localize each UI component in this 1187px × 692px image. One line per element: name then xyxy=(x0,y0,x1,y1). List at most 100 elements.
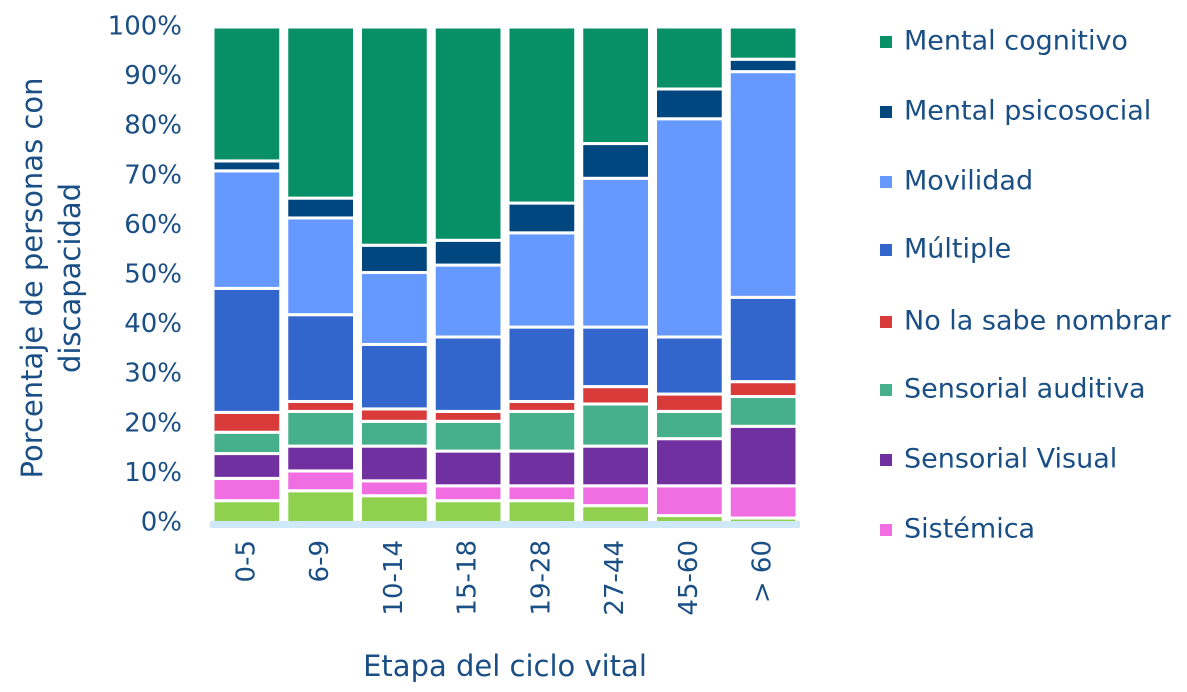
x-tick-label: 27-44 xyxy=(600,540,630,616)
bar-segment xyxy=(285,444,356,473)
bar-segment xyxy=(432,263,504,339)
y-tick-label: 100% xyxy=(108,12,182,42)
x-tick-label: 10-14 xyxy=(379,540,409,616)
bar-segment xyxy=(727,484,799,520)
bar-segment xyxy=(211,286,283,414)
bar-segment xyxy=(654,437,725,488)
x-tick-label: > 60 xyxy=(748,540,778,603)
legend-label: Sistémica xyxy=(904,514,1035,545)
legend-swatch xyxy=(880,384,892,396)
bar-segment xyxy=(580,484,651,508)
y-axis-title: discapacidad xyxy=(53,183,87,373)
x-tick-label: 6-9 xyxy=(305,540,335,582)
bar-segment xyxy=(211,499,283,525)
y-tick-label: 10% xyxy=(124,458,182,488)
y-axis-title: Porcentaje de personas con xyxy=(15,78,49,479)
y-tick-label: 80% xyxy=(124,111,182,141)
x-axis-title: Etapa del ciclo vital xyxy=(363,649,647,683)
bar-segment xyxy=(211,410,283,434)
bar-segment xyxy=(506,201,578,235)
bar-segment xyxy=(654,484,725,518)
bar-segment xyxy=(359,419,430,448)
bar-segment xyxy=(727,70,799,299)
bar-segment xyxy=(359,407,430,423)
bar-segment xyxy=(506,325,578,403)
bar-segment xyxy=(506,484,578,503)
legend-swatch xyxy=(880,316,892,328)
bar-segment xyxy=(211,476,283,503)
legend-label: Mental cognitivo xyxy=(904,26,1128,57)
bar-segment xyxy=(654,335,725,396)
bar-segment xyxy=(285,216,356,317)
bar-segment xyxy=(727,25,799,61)
bar-segment xyxy=(654,392,725,413)
x-axis-line xyxy=(210,521,800,528)
bar-segment xyxy=(580,444,651,488)
bar-segment xyxy=(727,424,799,488)
bar-segment xyxy=(580,176,651,329)
legend-swatch xyxy=(880,176,892,188)
bar-segment xyxy=(506,409,578,453)
bar-segment xyxy=(285,313,356,403)
bar-segment xyxy=(432,419,504,453)
bar-segment xyxy=(580,25,651,146)
bar-segment xyxy=(211,452,283,480)
bar-segment xyxy=(506,231,578,329)
legend-label: No la sabe nombrar xyxy=(904,306,1172,337)
y-tick-label: 0% xyxy=(141,508,182,538)
bar-segment xyxy=(654,87,725,121)
legend-swatch xyxy=(880,106,892,118)
bar-segment xyxy=(285,409,356,448)
bar-segment xyxy=(359,444,430,483)
bar-segment xyxy=(654,409,725,441)
y-tick-label: 60% xyxy=(124,210,182,240)
y-tick-label: 20% xyxy=(124,408,182,438)
legend-label: Múltiple xyxy=(904,234,1011,265)
legend-swatch xyxy=(880,454,892,466)
bar-segment xyxy=(654,25,725,91)
bar-segment xyxy=(580,142,651,180)
bar-segment xyxy=(727,57,799,74)
bar-segment xyxy=(211,430,283,456)
legend-label: Movilidad xyxy=(904,166,1033,197)
bar-segment xyxy=(359,271,430,346)
bar-segment xyxy=(211,169,283,290)
bar-segment xyxy=(727,395,799,428)
bar-segment xyxy=(285,469,356,493)
bar-segment xyxy=(580,402,651,448)
legend-label: Mental psicosocial xyxy=(904,96,1151,127)
legend-swatch xyxy=(880,36,892,48)
bar-segment xyxy=(506,499,578,525)
x-tick-label: 15-18 xyxy=(453,540,483,616)
bar-segment xyxy=(211,25,283,163)
bar-segment xyxy=(654,117,725,339)
bar-segment xyxy=(432,499,504,525)
y-tick-label: 30% xyxy=(124,359,182,389)
bar-segment xyxy=(432,449,504,488)
bar-segment xyxy=(285,25,356,200)
bar-segment xyxy=(506,449,578,488)
bar-segment xyxy=(432,238,504,267)
bar-segment xyxy=(727,380,799,399)
bar-segment xyxy=(359,494,430,525)
bar-segment xyxy=(580,385,651,406)
bar-segment xyxy=(432,25,504,242)
bar-segment xyxy=(580,325,651,389)
x-tick-label: 45-60 xyxy=(674,540,704,616)
bar-segment xyxy=(359,479,430,498)
bar-segment xyxy=(359,25,430,247)
y-tick-label: 40% xyxy=(124,309,182,339)
bar-segment xyxy=(727,295,799,384)
bar-segment xyxy=(285,489,356,525)
bar-segment xyxy=(506,25,578,205)
y-tick-label: 70% xyxy=(124,160,182,190)
y-tick-label: 50% xyxy=(124,260,182,290)
bar-segment xyxy=(580,504,651,525)
x-tick-label: 19-28 xyxy=(526,540,556,616)
y-tick-label: 90% xyxy=(124,61,182,91)
legend-label: Sensorial auditiva xyxy=(904,374,1146,405)
legend-swatch xyxy=(880,524,892,536)
bar-segment xyxy=(359,342,430,411)
legend-label: Sensorial Visual xyxy=(904,444,1117,475)
